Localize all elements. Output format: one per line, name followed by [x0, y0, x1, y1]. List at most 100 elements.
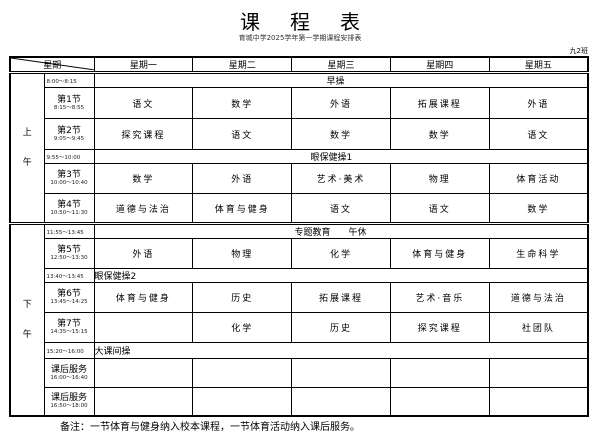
period-name: 课后服务 — [51, 392, 88, 403]
period-cell: 第2节 9:05～9:45 — [43, 118, 95, 150]
time-label: 13:40～13:45 — [46, 273, 84, 280]
period-name: 第1节 — [57, 94, 81, 105]
subject-cell: 历史 — [291, 312, 391, 343]
subject-cell: 物理 — [192, 238, 293, 269]
period-row: 第5节 12:50～13:30 外语 物理 化学 体育与健身 生命科学 — [10, 238, 589, 269]
break-row: 上午 8:00～8:15 早操 — [9, 71, 589, 224]
period-row: 课后服务 16:50～18:00 — [10, 387, 589, 416]
page-title: 课程表 — [240, 10, 390, 34]
period-time: 10:00～10:40 — [50, 180, 88, 186]
subject-cell — [291, 358, 391, 388]
subject-cell: 语文 — [389, 193, 490, 224]
subject-cell: 生命科学 — [488, 238, 589, 269]
subject-cell: 数学 — [93, 163, 194, 194]
period-time: 14:35～15:15 — [50, 329, 88, 335]
subject-cell — [93, 312, 194, 343]
day-header: 星期一 — [93, 56, 194, 73]
period-cell: 课后服务 16:50～18:00 — [43, 387, 95, 416]
break-row: 13:40～13:45 眼保健操2 — [10, 268, 589, 283]
subject-cell: 社团队 — [488, 312, 589, 343]
period-name: 第4节 — [57, 199, 81, 210]
subject-cell: 道德与法治 — [488, 282, 589, 313]
subject-cell: 数学 — [389, 118, 490, 150]
period-cell: 第6节 13:45～14:25 — [43, 282, 95, 313]
time-cell: 13:40～13:45 — [43, 268, 95, 283]
subtitle: 育城中学2025学年第一学期课程安排表 — [238, 34, 362, 42]
subject-cell — [389, 358, 490, 388]
subject-cell: 外语 — [93, 238, 194, 269]
footnote: 备注：一节体育与健身纳入校本课程，一节体育活动纳入课后服务。 — [60, 422, 360, 433]
period-time: 8:15～8:55 — [53, 104, 85, 111]
period-row: 第1节 8:15～8:55 语文 数学 外语 拓展课程 外语 — [10, 87, 589, 119]
period-cell: 第7节 14:35～15:15 — [43, 312, 95, 343]
half-char: 上 — [22, 128, 32, 138]
period-cell: 第1节 8:15～8:55 — [43, 87, 95, 119]
subject-cell: 数学 — [291, 118, 391, 150]
class-name: 九2班 — [569, 47, 588, 55]
subject-cell: 艺术·美术 — [291, 163, 391, 194]
subject-cell: 艺术·音乐 — [389, 282, 490, 313]
subject-cell: 语文 — [291, 193, 391, 224]
break-activity: 大课间操 — [93, 342, 589, 359]
subject-cell: 拓展课程 — [291, 282, 391, 313]
break-row: 下午 11:55～13:45 专题教育 午休 — [9, 222, 589, 416]
afternoon-label: 下午 — [9, 222, 45, 416]
subject-cell: 体育与健身 — [192, 193, 293, 224]
period-time: 16:00～16:40 — [50, 374, 88, 381]
period-name: 第3节 — [57, 170, 81, 180]
period-row: 课后服务 16:00～16:40 — [10, 358, 589, 388]
subject-cell: 外语 — [488, 87, 589, 119]
morning-label: 上午 — [9, 71, 45, 224]
period-time: 16:50～18:00 — [50, 402, 88, 409]
period-time: 9:05～9:45 — [53, 135, 85, 142]
subject-cell: 探究课程 — [389, 312, 490, 343]
subject-cell: 物理 — [389, 163, 490, 194]
break-row: 15:20～16:00 大课间操 — [10, 342, 589, 359]
break-activity: 专题教育 午休 — [93, 222, 589, 239]
period-cell: 第5节 12:50～13:30 — [43, 238, 95, 269]
subject-cell: 化学 — [192, 312, 293, 343]
time-label: 15:20～16:00 — [46, 348, 84, 355]
subject-cell — [192, 387, 293, 416]
subject-cell — [93, 358, 194, 388]
subject-cell — [488, 387, 589, 416]
break-activity: 眼保健操2 — [93, 268, 589, 283]
time-cell: 15:20～16:00 — [43, 342, 95, 359]
period-cell: 第4节 10:50～11:30 — [43, 193, 95, 224]
subject-cell: 外语 — [291, 87, 391, 119]
subject-cell: 语文 — [93, 87, 194, 119]
subject-cell: 数学 — [192, 87, 293, 119]
subject-cell: 拓展课程 — [389, 87, 490, 119]
day-header: 星期二 — [192, 56, 293, 73]
break-activity: 早操 — [93, 71, 589, 88]
subject-cell: 体育与健身 — [93, 282, 194, 313]
timetable: 星期 星期一 星期二 星期三 星期四 星期五 上午 8:00～8:15 早操 第1节 8… — [9, 56, 589, 417]
day-header: 星期三 — [291, 56, 391, 73]
period-row: 第4节 10:50～11:30 道德与法治 体育与健身 语文 语文 数学 — [10, 193, 589, 224]
subject-cell: 语文 — [192, 118, 293, 150]
period-name: 第7节 — [57, 319, 81, 329]
period-time: 13:45～14:25 — [50, 299, 88, 305]
corner-cell: 星期 — [9, 56, 95, 73]
period-row: 第7节 14:35～15:15 化学 历史 探究课程 社团队 — [10, 312, 589, 343]
time-label: 8:00～8:15 — [46, 78, 77, 85]
subject-cell: 语文 — [488, 118, 589, 150]
subject-cell: 外语 — [192, 163, 293, 194]
subject-cell: 探究课程 — [93, 118, 194, 150]
subject-cell: 数学 — [488, 193, 589, 224]
corner-label: 星期 — [43, 61, 62, 71]
half-char: 下 — [22, 299, 32, 310]
period-name: 第2节 — [57, 125, 81, 136]
subject-cell: 历史 — [192, 282, 293, 313]
period-row: 第3节 10:00～10:40 数学 外语 艺术·美术 物理 体育活动 — [10, 163, 589, 194]
time-label: 11:55～13:45 — [46, 229, 84, 236]
header-row: 星期 星期一 星期二 星期三 星期四 星期五 — [9, 56, 589, 73]
period-name: 第6节 — [57, 289, 81, 299]
period-time: 10:50～11:30 — [50, 209, 88, 216]
subject-cell: 化学 — [291, 238, 391, 269]
period-cell: 课后服务 16:00～16:40 — [43, 358, 95, 388]
day-header: 星期五 — [488, 56, 589, 73]
subject-cell — [192, 358, 293, 388]
time-label: 9:55～10:00 — [46, 154, 81, 161]
break-row: 9:55～10:00 眼保健操1 — [10, 149, 589, 164]
